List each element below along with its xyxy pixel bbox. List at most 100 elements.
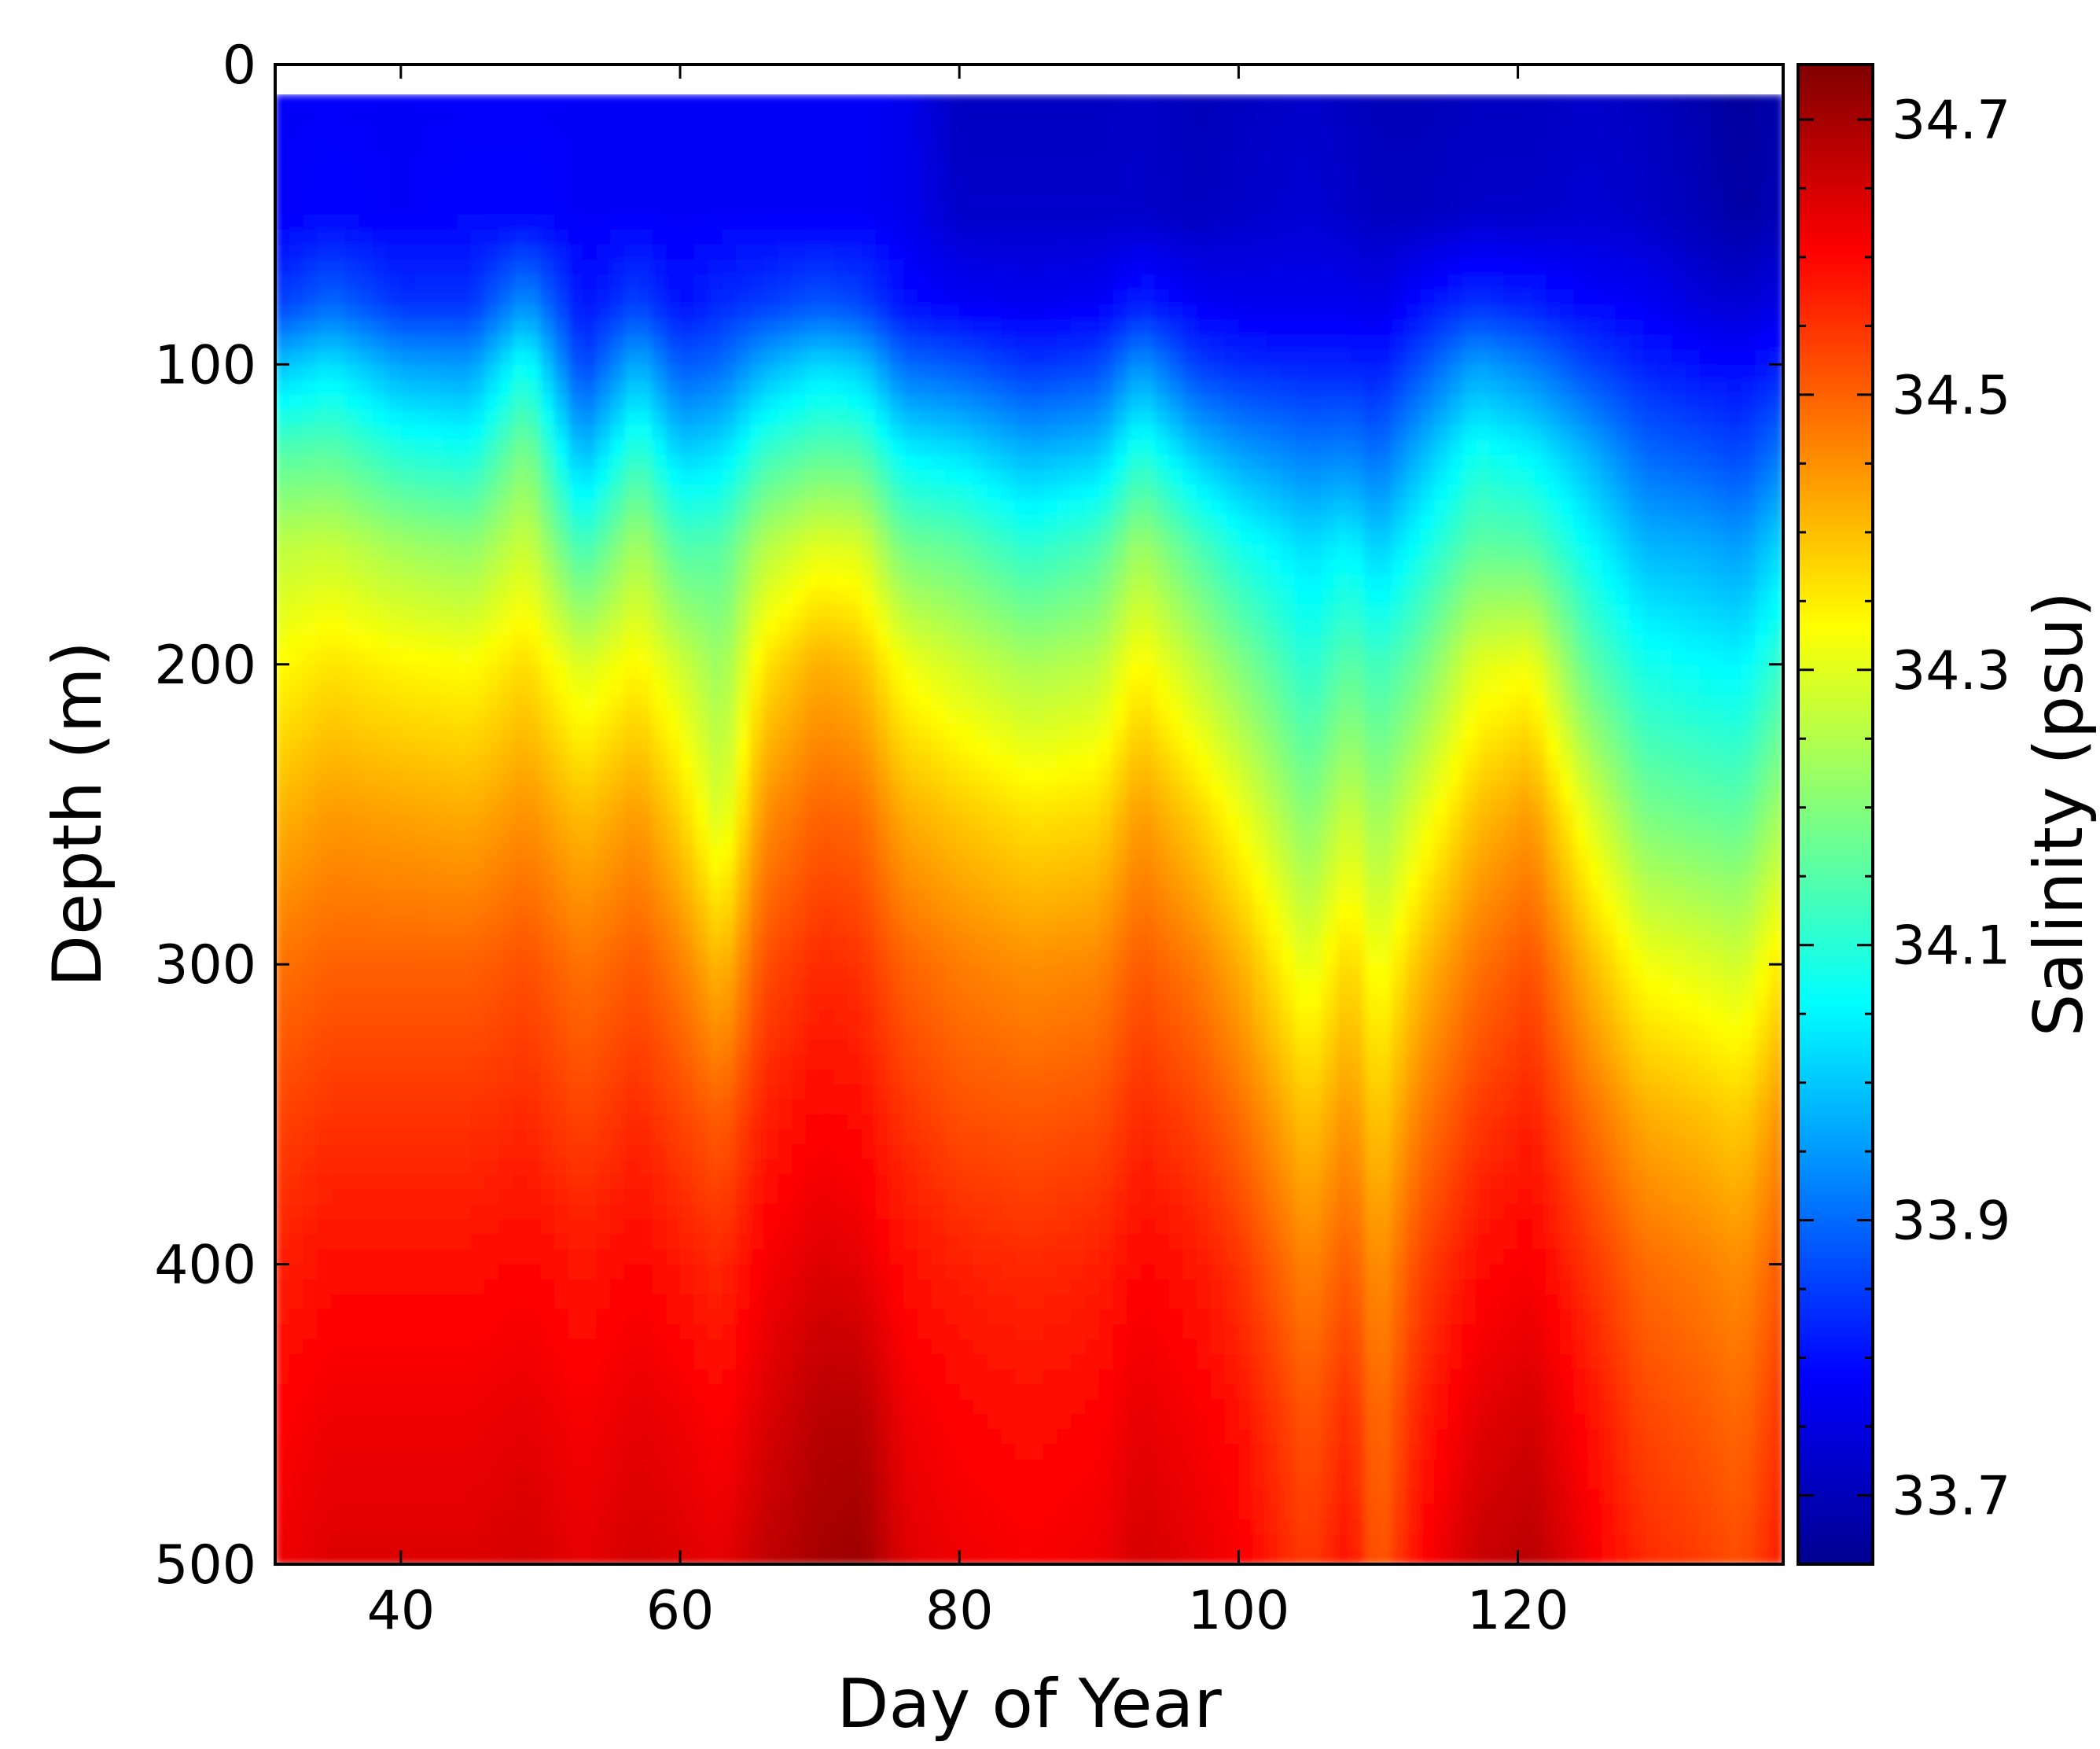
heatmap-cell — [861, 469, 877, 485]
heatmap-cell — [554, 934, 569, 951]
heatmap-cell — [540, 949, 556, 966]
heatmap-cell — [666, 469, 682, 485]
heatmap-cell — [331, 409, 346, 425]
heatmap-cell — [443, 919, 458, 936]
heatmap-cell — [973, 1054, 988, 1070]
heatmap-cell — [722, 979, 737, 996]
heatmap-cell — [344, 1309, 360, 1325]
heatmap-cell — [819, 439, 835, 455]
heatmap-cell — [848, 784, 862, 801]
heatmap-cell — [848, 274, 862, 291]
heatmap-cell — [708, 679, 723, 695]
heatmap-cell — [959, 1129, 974, 1146]
heatmap-cell — [959, 1354, 974, 1371]
heatmap-cell — [861, 1099, 877, 1115]
heatmap-cell — [638, 634, 653, 650]
heatmap-cell — [903, 154, 918, 171]
heatmap-cell — [582, 1144, 598, 1161]
heatmap-cell — [917, 1174, 932, 1191]
heatmap-cell — [484, 1204, 500, 1221]
heatmap-cell — [749, 364, 765, 381]
heatmap-cell — [917, 1534, 932, 1550]
heatmap-cell — [848, 1219, 862, 1235]
heatmap-cell — [359, 1264, 374, 1280]
heatmap-cell — [275, 1309, 290, 1325]
heatmap-cell — [693, 1054, 709, 1070]
heatmap-cell — [303, 1189, 318, 1206]
heatmap-cell — [623, 619, 639, 635]
heatmap-cell — [819, 1384, 835, 1401]
heatmap-cell — [917, 139, 932, 156]
heatmap-cell — [484, 1234, 500, 1250]
heatmap-cell — [666, 919, 682, 936]
heatmap-cell — [359, 979, 374, 996]
heatmap-cell — [680, 274, 695, 291]
heatmap-cell — [275, 529, 290, 546]
heatmap-cell — [498, 109, 513, 126]
heatmap-cell — [889, 904, 905, 920]
heatmap-cell — [931, 709, 947, 726]
heatmap-cell — [331, 889, 346, 905]
heatmap-cell — [931, 1189, 947, 1206]
heatmap-cell — [526, 904, 542, 920]
heatmap-cell — [638, 694, 653, 711]
heatmap-cell — [875, 619, 891, 635]
heatmap-cell — [959, 1204, 974, 1221]
heatmap-cell — [359, 634, 374, 650]
heatmap-cell — [638, 1414, 653, 1430]
heatmap-cell — [875, 1489, 891, 1505]
heatmap-cell — [708, 739, 723, 756]
heatmap-cell — [945, 1519, 961, 1535]
heatmap-cell — [722, 184, 737, 201]
heatmap-cell — [596, 1039, 612, 1055]
heatmap-cell — [861, 964, 877, 981]
heatmap-cell — [554, 1504, 569, 1520]
heatmap-cell — [903, 109, 918, 126]
heatmap-cell — [903, 859, 918, 875]
heatmap-cell — [680, 139, 695, 156]
heatmap-cell — [931, 799, 947, 816]
heatmap-cell — [512, 1324, 528, 1340]
heatmap-cell — [805, 1099, 821, 1115]
heatmap-cell — [317, 349, 333, 366]
heatmap-cell — [456, 1504, 472, 1520]
heatmap-cell — [373, 1099, 388, 1115]
heatmap-cell — [610, 214, 625, 230]
heatmap-cell — [666, 289, 682, 306]
heatmap-cell — [973, 769, 988, 786]
heatmap-cell — [708, 1324, 723, 1340]
heatmap-cell — [778, 1548, 793, 1564]
heatmap-cell — [400, 424, 416, 440]
heatmap-cell — [875, 439, 891, 455]
heatmap-cell — [973, 724, 988, 741]
heatmap-cell — [428, 139, 444, 156]
heatmap-cell — [749, 1504, 765, 1520]
heatmap-cell — [610, 529, 625, 546]
heatmap-cell — [749, 1294, 765, 1310]
heatmap-cell — [554, 679, 569, 695]
heatmap-cell — [749, 199, 765, 215]
heatmap-cell — [414, 679, 430, 695]
heatmap-cell — [861, 634, 877, 650]
heatmap-cell — [554, 1174, 569, 1191]
heatmap-cell — [763, 469, 779, 485]
heatmap-cell — [722, 1279, 737, 1295]
heatmap-cell — [763, 1099, 779, 1115]
heatmap-cell — [443, 154, 458, 171]
heatmap-cell — [373, 1009, 388, 1025]
heatmap-cell — [331, 1204, 346, 1221]
heatmap-cell — [945, 574, 961, 591]
heatmap-cell — [638, 94, 653, 111]
heatmap-cell — [359, 1309, 374, 1325]
heatmap-cell — [456, 349, 472, 366]
heatmap-cell — [693, 1504, 709, 1520]
heatmap-cell — [303, 814, 318, 830]
heatmap-cell — [680, 244, 695, 260]
heatmap-cell — [680, 1039, 695, 1055]
heatmap-cell — [805, 904, 821, 920]
heatmap-cell — [778, 1429, 793, 1445]
heatmap-cell — [903, 334, 918, 351]
heatmap-cell — [973, 904, 988, 920]
heatmap-cell — [792, 364, 807, 381]
heatmap-cell — [861, 904, 877, 920]
